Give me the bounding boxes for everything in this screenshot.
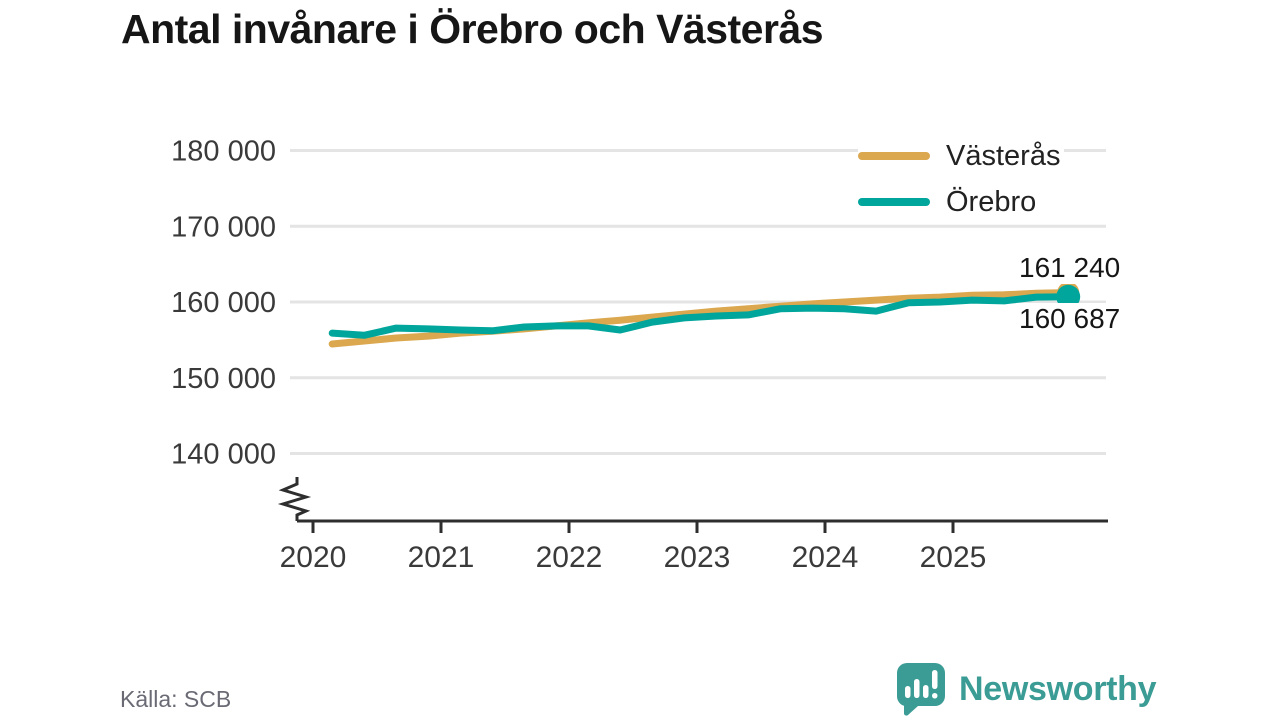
vasteras-line-swatch xyxy=(858,152,930,160)
x-tick-label: 2022 xyxy=(536,541,603,574)
legend-item-vasteras: Västerås xyxy=(858,139,1065,173)
end-value-label-orebro: 160 687 xyxy=(1016,303,1124,335)
end-dot-orebro xyxy=(1056,284,1081,309)
y-tick-label: 180 000 xyxy=(171,136,276,168)
y-tick-label: 150 000 xyxy=(171,363,276,395)
axis-break-icon xyxy=(277,477,312,521)
x-tick-label: 2023 xyxy=(664,541,731,574)
newsworthy-bubble-icon xyxy=(896,663,945,716)
y-tick-label: 160 000 xyxy=(171,287,276,319)
y-tick-label: 170 000 xyxy=(171,211,276,243)
series-line-vasteras xyxy=(328,289,1072,348)
legend-label-orebro: Örebro xyxy=(946,186,1037,218)
chart-title: Antal invånare i Örebro och Västerås xyxy=(121,6,824,52)
legend-label-vasteras: Västerås xyxy=(946,140,1061,172)
end-value-label-vasteras: 161 240 xyxy=(1016,252,1124,284)
y-tick-label: 140 000 xyxy=(171,439,276,471)
newsworthy-wordmark: Newsworthy xyxy=(959,669,1157,708)
newsworthy-logo: Newsworthy xyxy=(895,662,1157,716)
orebro-line-swatch xyxy=(858,198,930,206)
legend-item-orebro: Örebro xyxy=(858,185,1065,219)
x-tick-label: 2024 xyxy=(792,541,859,574)
source-note: Källa: SCB xyxy=(120,686,232,712)
x-tick-label: 2021 xyxy=(408,541,475,574)
x-tick-label: 2020 xyxy=(280,541,347,574)
series-line-orebro xyxy=(328,293,1072,339)
x-tick-label: 2025 xyxy=(920,541,987,574)
legend: Västerås Örebro xyxy=(858,139,1065,219)
